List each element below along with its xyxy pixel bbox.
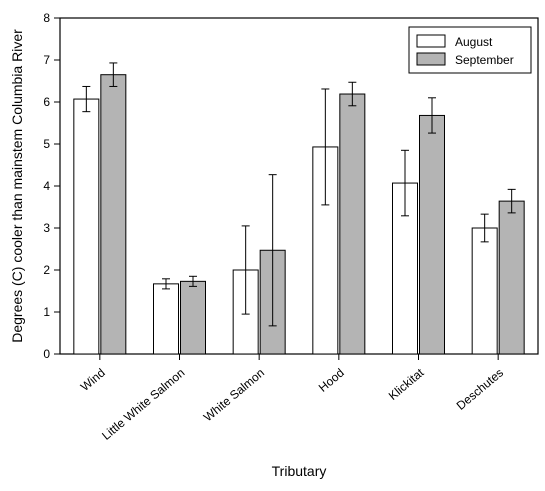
y-axis: 0 1 2 3 4 5 6 7 8 [43, 11, 60, 361]
x-tick-label: Hood [316, 366, 347, 395]
y-tick-label: 8 [43, 11, 50, 25]
bars-group [73, 74, 525, 355]
y-tick-label: 6 [43, 95, 50, 109]
bar-august [73, 98, 100, 355]
y-axis-title: Degrees (C) cooler than mainstem Columbi… [9, 29, 25, 343]
bar-september [100, 74, 127, 355]
legend-label-september: September [455, 53, 514, 67]
bar-august [471, 227, 498, 355]
legend-swatch-september [416, 52, 446, 66]
x-axis-title: Tributary [272, 463, 327, 479]
y-tick-label: 3 [43, 221, 50, 235]
bar-september [419, 114, 445, 355]
y-tick-label: 1 [43, 305, 50, 319]
bar-september [498, 200, 525, 355]
x-tick-label: Little White Salmon [99, 366, 187, 443]
bar-august [153, 283, 179, 355]
bar-september [339, 93, 366, 355]
x-tick-label: Wind [78, 366, 108, 394]
legend-label-august: August [455, 35, 493, 49]
y-tick-label: 2 [43, 263, 50, 277]
y-tick-label: 4 [43, 179, 50, 193]
y-tick-label: 0 [43, 347, 50, 361]
error-bars-group [82, 62, 516, 327]
bar-september [180, 280, 206, 355]
legend: August September [408, 26, 532, 74]
y-tick-label: 7 [43, 53, 50, 67]
x-tick-label: Deschutes [454, 366, 506, 413]
x-tick-label: Klickitat [386, 365, 427, 403]
y-tick-label: 5 [43, 137, 50, 151]
legend-swatch-august [416, 34, 446, 48]
x-tick-label: White Salmon [201, 366, 267, 425]
